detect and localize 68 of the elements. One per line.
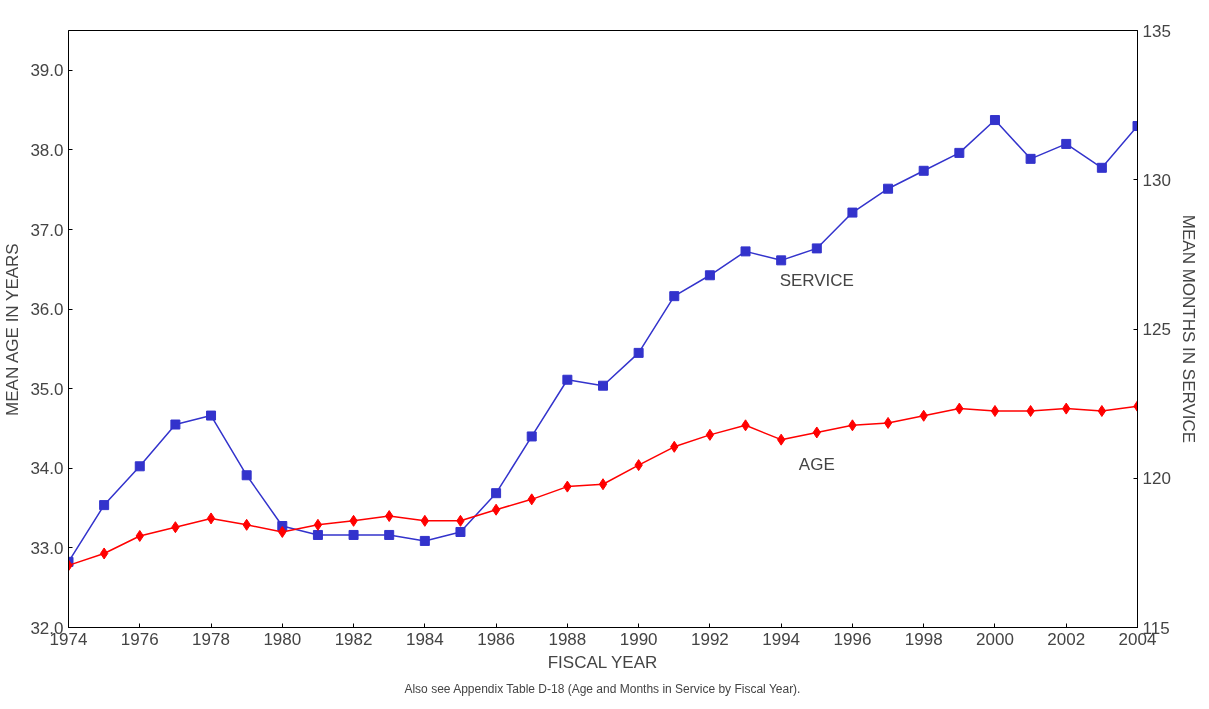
y2-tick-label: 120 (1142, 469, 1171, 489)
point (491, 503, 501, 516)
x-tick-label: 1976 (120, 629, 159, 649)
point (455, 526, 466, 537)
point (206, 512, 216, 525)
y-tick-label: 34.0 (30, 459, 64, 479)
x-tick-label: 1996 (833, 629, 872, 649)
point (206, 410, 217, 421)
point (241, 470, 252, 481)
point (312, 529, 323, 540)
point (633, 347, 644, 358)
point (990, 404, 1000, 417)
point (384, 529, 395, 540)
point (918, 165, 929, 176)
y2-tick-label: 130 (1142, 170, 1171, 190)
point (1096, 162, 1107, 173)
point (419, 535, 430, 546)
point (704, 270, 715, 281)
x-tick-label: 1992 (690, 629, 729, 649)
x-tick-label: 1994 (762, 629, 801, 649)
point (954, 147, 965, 158)
x-tick-label: 2002 (1047, 629, 1086, 649)
point (883, 183, 894, 194)
x-tick-label: 1990 (619, 629, 658, 649)
x-tick-label: 1982 (334, 629, 373, 649)
point (526, 431, 537, 442)
point (348, 529, 359, 540)
series-label: SERVICE (779, 270, 854, 290)
point (562, 374, 573, 385)
x-tick-label: 1980 (263, 629, 302, 649)
x-tick-label: 1988 (548, 629, 587, 649)
point (99, 500, 110, 511)
point (170, 419, 181, 430)
point (598, 478, 608, 491)
x-tick-label: 1978 (192, 629, 230, 649)
y-tick-label: 36.0 (30, 300, 64, 320)
y-axis-title: MEAN AGE IN YEARS (3, 243, 23, 416)
point (740, 246, 751, 257)
point (1025, 153, 1036, 164)
point (669, 291, 680, 302)
x-tick-label: 2000 (976, 629, 1014, 649)
y2-tick-label: 135 (1142, 21, 1171, 41)
point (705, 428, 715, 441)
y-tick-label: 35.0 (30, 379, 64, 399)
x-tick-label: 1986 (477, 629, 516, 649)
y2-axis-title: MEAN MONTHS IN SERVICE (1178, 214, 1198, 444)
y-tick-label: 39.0 (30, 61, 64, 81)
point (1097, 404, 1107, 417)
series-label: AGE (798, 454, 835, 474)
x-axis-title: FISCAL YEAR (547, 652, 658, 672)
point (883, 416, 893, 429)
x-tick-label: 1998 (904, 629, 943, 649)
x-tick-label: 1984 (405, 629, 444, 649)
point (99, 547, 109, 560)
y2-tick-label: 125 (1142, 320, 1171, 339)
point (598, 380, 608, 391)
y-tick-label: 38.0 (30, 140, 64, 160)
point (989, 115, 1000, 126)
point (1061, 138, 1072, 149)
point (313, 518, 323, 531)
point (491, 488, 502, 499)
text: Also see Appendix Table D-18 (Age and Months in Service by Fiscal Year). (404, 681, 801, 696)
point (134, 461, 145, 472)
y-tick-label: 37.0 (30, 220, 64, 240)
point (811, 243, 822, 254)
point (847, 207, 858, 218)
point (776, 255, 787, 266)
y-tick-label: 33.0 (30, 538, 64, 558)
